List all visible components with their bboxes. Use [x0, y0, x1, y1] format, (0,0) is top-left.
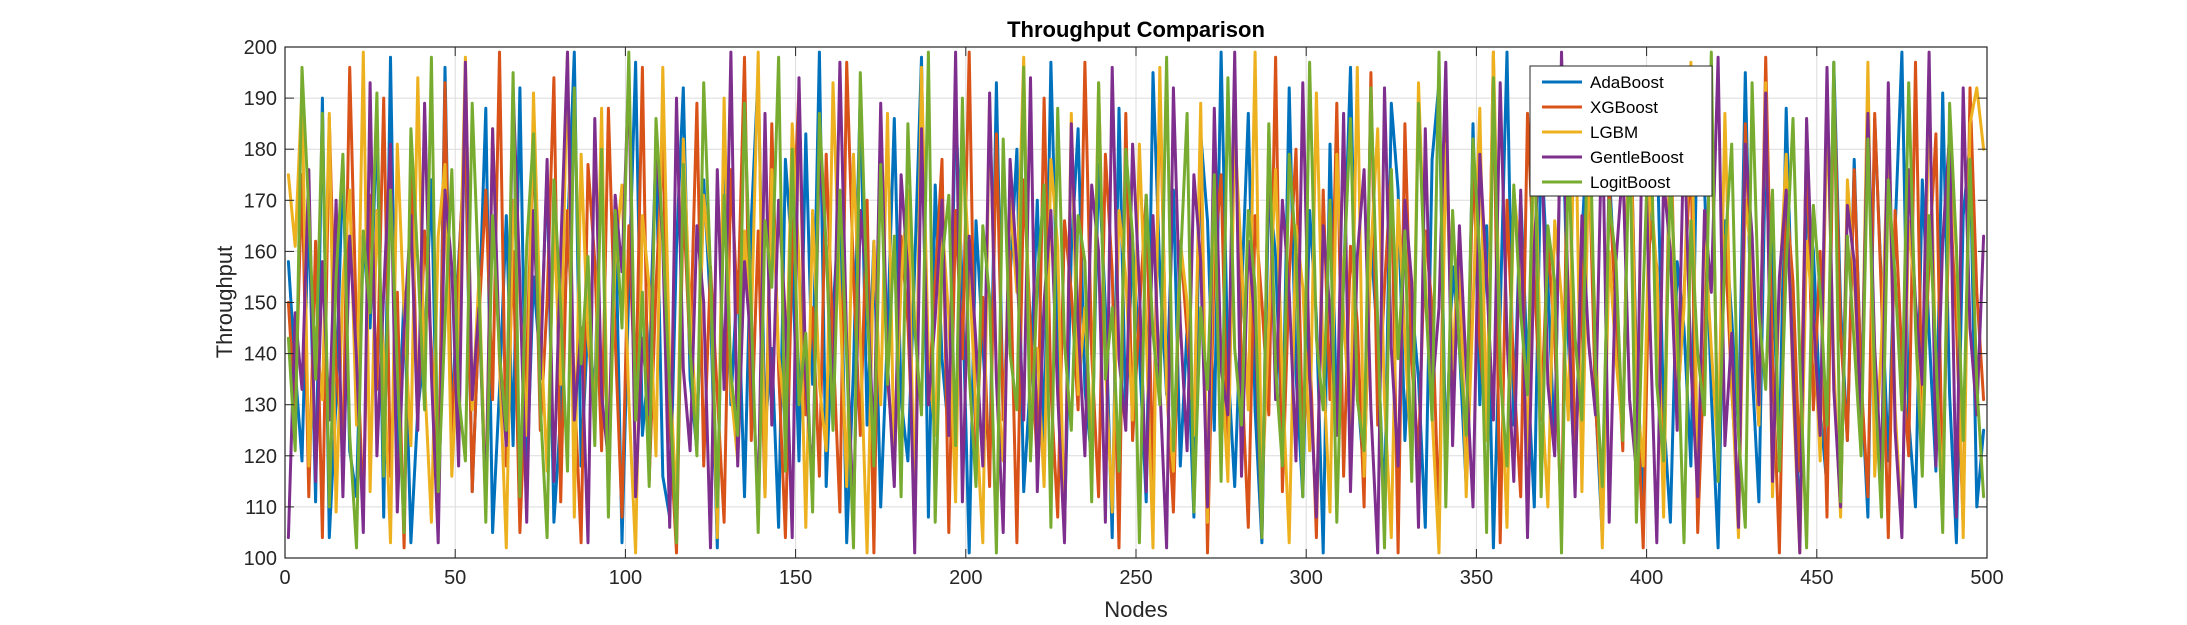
- x-tick-label: 300: [1290, 567, 1323, 589]
- y-tick-label: 180: [244, 139, 277, 161]
- y-tick-label: 200: [244, 37, 277, 59]
- x-tick-label: 100: [609, 567, 642, 589]
- y-tick-label: 100: [244, 548, 277, 570]
- series-line-logitboost: [286, 50, 1986, 555]
- x-tick-label: 0: [279, 567, 290, 589]
- y-tick-label: 140: [244, 344, 277, 366]
- legend-label-logitboost: LogitBoost: [1590, 173, 1671, 192]
- legend-label-gentleboost: GentleBoost: [1590, 148, 1684, 167]
- y-tick-label: 130: [244, 395, 277, 417]
- y-tick-label: 170: [244, 190, 277, 212]
- x-tick-label: 400: [1630, 567, 1663, 589]
- chart-title: Throughput Comparison: [1007, 17, 1265, 42]
- x-tick-label: 350: [1460, 567, 1493, 589]
- y-tick-label: 150: [244, 293, 277, 315]
- x-tick-label: 150: [779, 567, 812, 589]
- x-tick-label: 450: [1800, 567, 1833, 589]
- x-axis-title: Nodes: [1104, 597, 1168, 622]
- y-axis-title: Throughput: [212, 246, 237, 359]
- y-tick-label: 190: [244, 88, 277, 110]
- legend: AdaBoost XGBoost LGBM GentleBoost LogitBoost: [1529, 65, 1713, 197]
- legend-items: AdaBoost XGBoost LGBM GentleBoost LogitBoost: [1542, 73, 1684, 192]
- legend-label-xgboost: XGBoost: [1590, 98, 1658, 117]
- y-tick-label: 160: [244, 241, 277, 263]
- axis-ticks: 0 50 100 150 200 250 300 350 400 450 500 100 110 120 1…: [244, 37, 2004, 589]
- y-tick-label: 120: [244, 446, 277, 468]
- legend-label-lgbm: LGBM: [1590, 123, 1638, 142]
- y-tick-label: 110: [245, 497, 277, 519]
- x-tick-label: 50: [444, 567, 466, 589]
- legend-label-adaboost: AdaBoost: [1590, 73, 1664, 92]
- x-tick-label: 250: [1119, 567, 1152, 589]
- x-tick-label: 500: [1970, 567, 2003, 589]
- x-tick-label: 200: [949, 567, 982, 589]
